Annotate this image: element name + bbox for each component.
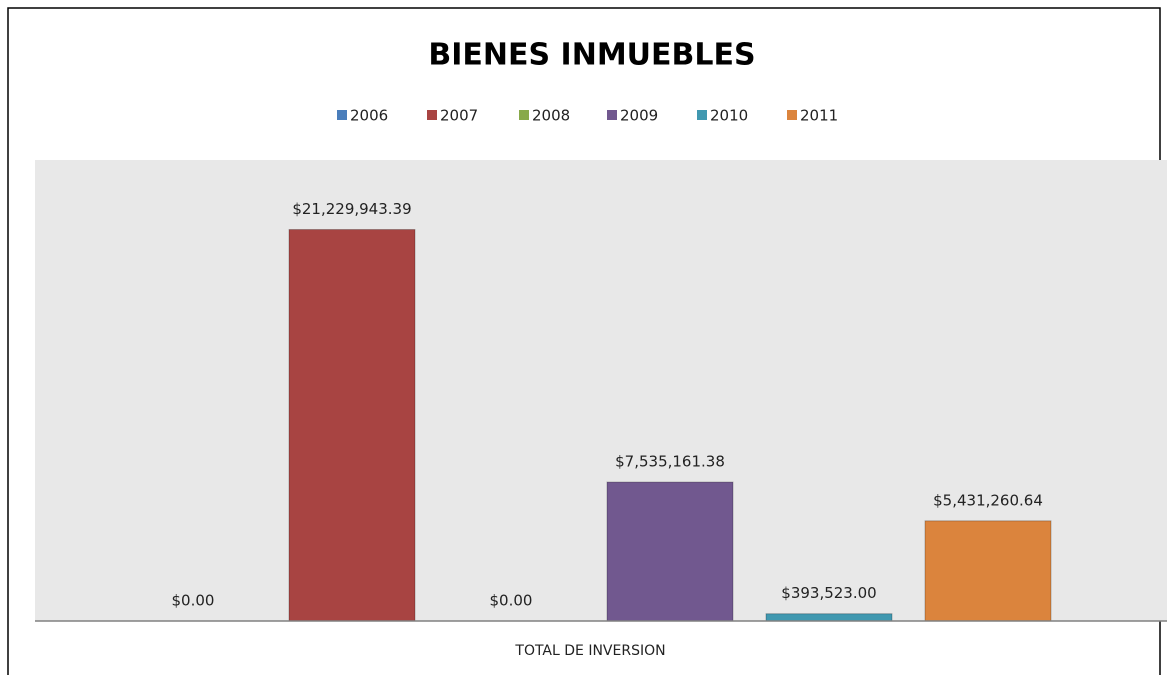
legend-swatch [427, 110, 437, 120]
legend-label: 2006 [350, 107, 388, 125]
data-label: $393,523.00 [781, 584, 876, 602]
legend-swatch [787, 110, 797, 120]
bar [924, 520, 1052, 622]
legend-swatch [607, 110, 617, 120]
legend-label: 2010 [710, 107, 748, 125]
legend-swatch [337, 110, 347, 120]
x-tick-label: TOTAL DE INVERSION [514, 643, 665, 659]
data-label: $5,431,260.64 [933, 491, 1043, 509]
data-label: $21,229,943.39 [292, 200, 411, 218]
legend-label: 2009 [620, 107, 658, 125]
bar [606, 481, 734, 622]
legend-label: 2007 [440, 107, 478, 125]
legend-swatch [519, 110, 529, 120]
legend-swatch [697, 110, 707, 120]
legend-label: 2011 [800, 107, 838, 125]
bar [288, 229, 416, 622]
data-label: $0.00 [172, 592, 215, 610]
data-label: $7,535,161.38 [615, 453, 725, 471]
chart-title: BIENES INMUEBLES [428, 38, 755, 73]
legend-label: 2008 [532, 107, 570, 125]
data-label: $0.00 [490, 592, 533, 610]
bar [765, 613, 893, 622]
